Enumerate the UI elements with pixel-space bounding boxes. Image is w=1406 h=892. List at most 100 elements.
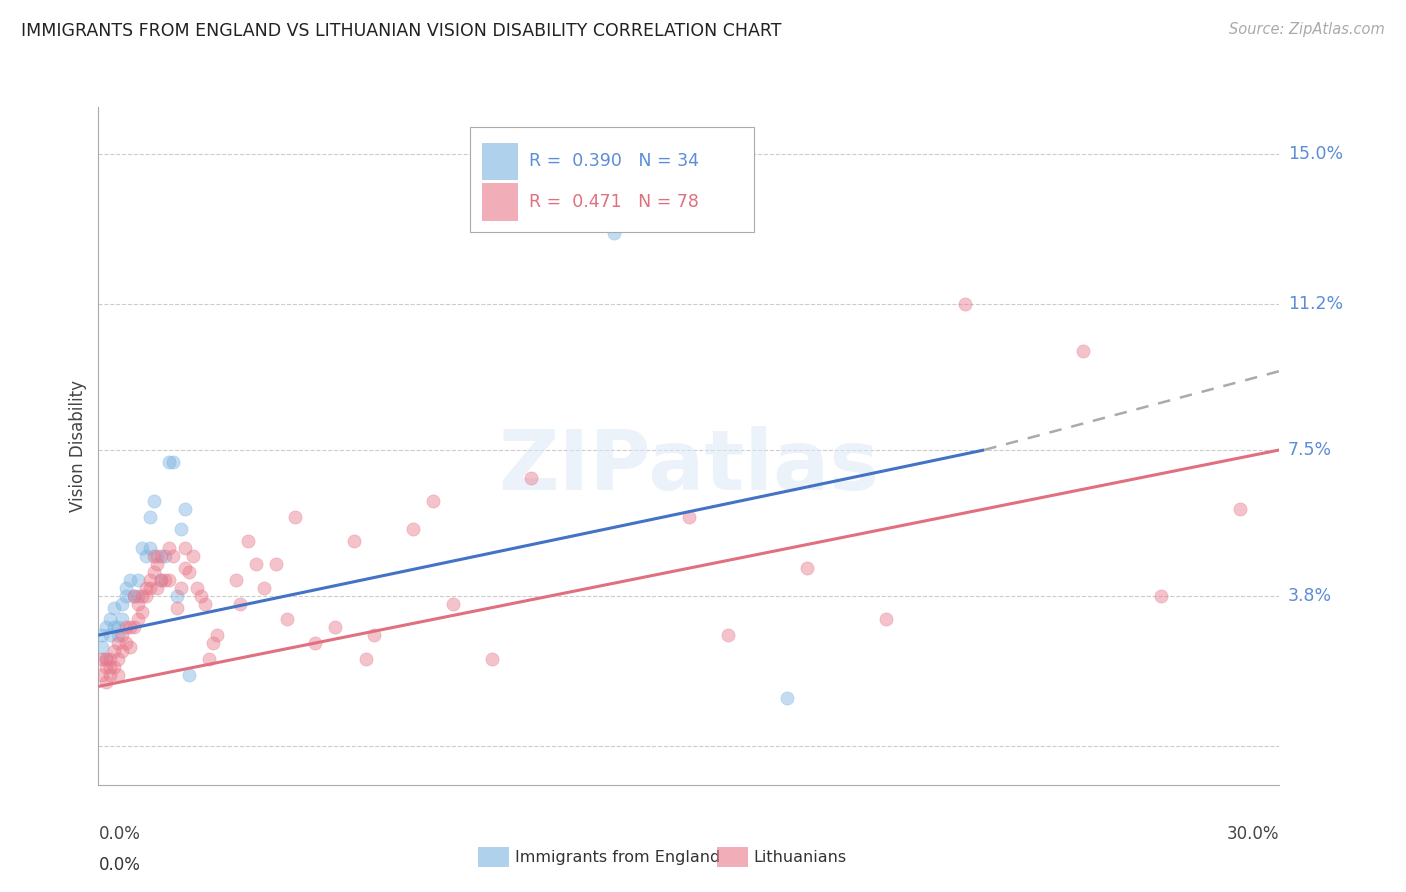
Text: R =  0.390   N = 34: R = 0.390 N = 34 (530, 153, 700, 170)
Point (162, 455, 184, 469)
Point (323, 620, 346, 634)
Point (177, 565, 200, 579)
Text: Immigrants from England: Immigrants from England (515, 850, 720, 864)
Point (118, 640, 141, 654)
Point (118, 573, 141, 587)
Bar (482, 183, 517, 220)
Point (115, 581, 138, 595)
Point (253, 581, 276, 595)
Point (131, 605, 153, 619)
Point (343, 533, 366, 548)
Point (96, 675, 118, 690)
Point (115, 636, 138, 650)
Point (190, 589, 212, 603)
Point (236, 533, 259, 548)
Point (91, 652, 114, 666)
Point (177, 667, 200, 681)
Point (98, 667, 121, 681)
Point (166, 589, 188, 603)
Point (96, 652, 118, 666)
Point (481, 652, 503, 666)
Point (138, 541, 160, 556)
Point (98, 652, 121, 666)
Point (441, 597, 464, 611)
Point (155, 549, 177, 564)
Point (796, 561, 818, 575)
Text: 11.2%: 11.2% (1288, 295, 1343, 313)
Text: Source: ZipAtlas.com: Source: ZipAtlas.com (1229, 22, 1385, 37)
Point (1229, 502, 1251, 516)
Point (166, 600, 188, 615)
Point (284, 510, 307, 524)
Point (127, 573, 149, 587)
Point (1071, 344, 1094, 359)
Point (225, 573, 247, 587)
Point (91, 640, 114, 654)
Point (107, 636, 129, 650)
Point (103, 620, 125, 634)
Point (157, 573, 180, 587)
Text: IMMIGRANTS FROM ENGLAND VS LITHUANIAN VISION DISABILITY CORRELATION CHART: IMMIGRANTS FROM ENGLAND VS LITHUANIAN VI… (21, 22, 782, 40)
Point (717, 628, 740, 642)
Point (162, 549, 184, 564)
Point (107, 652, 129, 666)
Text: 15.0%: 15.0% (1288, 145, 1343, 163)
Point (245, 558, 267, 572)
Point (194, 597, 217, 611)
Point (122, 620, 145, 634)
Point (131, 541, 153, 556)
Point (98, 659, 121, 673)
Point (422, 494, 444, 508)
Point (135, 589, 157, 603)
Point (181, 549, 204, 564)
Point (776, 691, 799, 706)
Point (103, 644, 125, 658)
Point (157, 455, 180, 469)
Point (150, 573, 173, 587)
Point (107, 667, 129, 681)
Point (157, 541, 180, 556)
Text: 0.0%: 0.0% (98, 856, 141, 874)
Point (135, 581, 157, 595)
Point (135, 549, 157, 564)
Point (304, 636, 326, 650)
Text: Lithuanians: Lithuanians (754, 850, 846, 864)
Point (91, 667, 114, 681)
Point (103, 659, 125, 673)
Point (122, 589, 145, 603)
Point (98, 612, 121, 626)
Point (122, 589, 145, 603)
Point (520, 470, 543, 484)
Point (186, 581, 208, 595)
Point (146, 558, 169, 572)
Point (111, 628, 134, 642)
Point (264, 558, 287, 572)
Point (174, 541, 197, 556)
Point (138, 573, 160, 587)
Point (115, 620, 138, 634)
Point (138, 581, 160, 595)
Point (354, 652, 377, 666)
Point (138, 510, 160, 524)
Text: 0.0%: 0.0% (98, 825, 141, 843)
Point (197, 652, 219, 666)
Point (127, 597, 149, 611)
Point (150, 549, 173, 564)
Point (131, 589, 153, 603)
Point (142, 494, 165, 508)
Point (678, 510, 700, 524)
Y-axis label: Vision Disability: Vision Disability (69, 380, 87, 512)
Point (875, 612, 897, 626)
Point (205, 628, 228, 642)
Point (146, 581, 169, 595)
Point (127, 589, 149, 603)
Point (96, 620, 118, 634)
Point (127, 612, 149, 626)
Point (98, 628, 121, 642)
Point (103, 600, 125, 615)
Text: ZIPatlas: ZIPatlas (499, 425, 879, 507)
Point (603, 226, 626, 240)
Point (96, 652, 118, 666)
Point (118, 620, 141, 634)
Point (107, 628, 129, 642)
